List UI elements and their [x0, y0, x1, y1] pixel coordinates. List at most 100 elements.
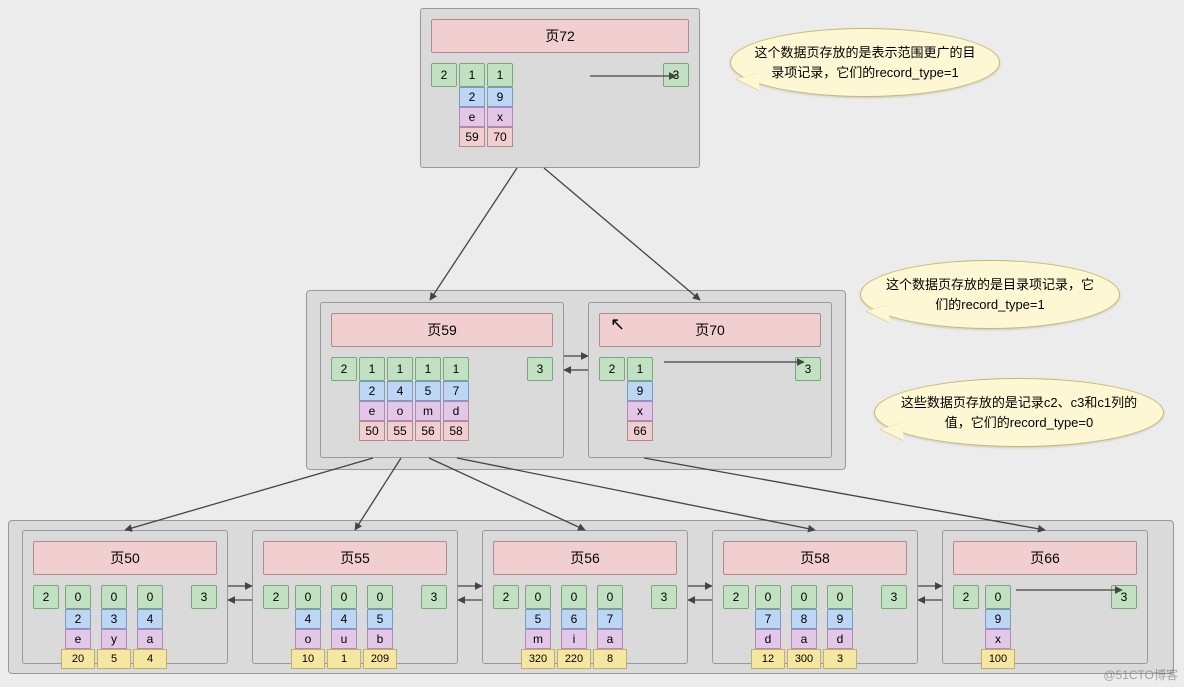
- c3-cell: d: [755, 629, 781, 649]
- head-cell: 3: [1111, 585, 1137, 609]
- c2-cell: 4: [295, 609, 321, 629]
- leaf-page-50: 页50 202e2003y504a43: [22, 530, 228, 664]
- slot-row: 204o1004u105b2093: [253, 585, 457, 679]
- c1-cell: 300: [787, 649, 821, 669]
- head-cell: 2: [431, 63, 457, 87]
- head-cell: 3: [795, 357, 821, 381]
- record-stack: 14o55: [387, 357, 413, 441]
- c3-cell: e: [459, 107, 485, 127]
- c2-cell: 5: [415, 381, 441, 401]
- head-cell: 3: [651, 585, 677, 609]
- c1-cell: 55: [387, 421, 413, 441]
- c2-cell: 8: [791, 609, 817, 629]
- leaf-page-55: 页55 204o1004u105b2093: [252, 530, 458, 664]
- slot-row: 202e2003y504a4 3: [23, 585, 227, 679]
- head-cell: 3: [421, 585, 447, 609]
- head-cell: 0: [65, 585, 91, 609]
- c3-cell: a: [137, 629, 163, 649]
- record-stack: 07a8: [593, 585, 627, 669]
- page-title: 页72: [431, 19, 689, 53]
- c2-cell: 2: [459, 87, 485, 107]
- page-title: 页55: [263, 541, 447, 575]
- head-cell: 2: [33, 585, 59, 609]
- slot-row: 207d1208a30009d33: [713, 585, 917, 679]
- head-cell: 0: [295, 585, 321, 609]
- callout-text: 这个数据页存放的是目录项记录，它们的record_type=1: [886, 277, 1094, 312]
- c1-cell: 209: [363, 649, 397, 669]
- c2-cell: 3: [101, 609, 127, 629]
- head-cell: 0: [755, 585, 781, 609]
- c2-cell: 9: [985, 609, 1011, 629]
- head-cell: 1: [387, 357, 413, 381]
- head-cell: 1: [359, 357, 385, 381]
- c2-cell: 7: [443, 381, 469, 401]
- cursor-icon: ↖: [610, 314, 625, 335]
- callout-3: 这些数据页存放的是记录c2、c3和c1列的值，它们的record_type=0: [874, 378, 1164, 447]
- head-cell: 0: [985, 585, 1011, 609]
- c3-cell: d: [827, 629, 853, 649]
- record-stack: 04u1: [327, 585, 361, 669]
- leaf-page-66: 页66 209x1003: [942, 530, 1148, 664]
- c2-cell: 5: [525, 609, 551, 629]
- c3-cell: e: [65, 629, 91, 649]
- head-cell: 2: [599, 357, 625, 381]
- c1-cell: 100: [981, 649, 1015, 669]
- c1-cell: 66: [627, 421, 653, 441]
- record-stack: 04a4: [133, 585, 167, 669]
- record-stack: 05m320: [521, 585, 555, 669]
- c1-cell: 58: [443, 421, 469, 441]
- c2-cell: 4: [387, 381, 413, 401]
- callout-text: 这个数据页存放的是表示范围更广的目录项记录，它们的record_type=1: [754, 45, 975, 80]
- head-cell: 2: [723, 585, 749, 609]
- head-cell: 2: [953, 585, 979, 609]
- slot-row: 205m32006i22007a8 3: [483, 585, 687, 679]
- c3-cell: d: [443, 401, 469, 421]
- c3-cell: i: [561, 629, 587, 649]
- c3-cell: a: [597, 629, 623, 649]
- c1-cell: 8: [593, 649, 627, 669]
- head-cell: 0: [101, 585, 127, 609]
- c3-cell: x: [487, 107, 513, 127]
- head-cell: 1: [459, 63, 485, 87]
- record-stack: 02e20: [61, 585, 95, 669]
- record-stack: 19x66: [627, 357, 653, 441]
- head-cell: 1: [443, 357, 469, 381]
- record-stack: 12e59: [459, 63, 485, 147]
- record-stack: 07d12: [751, 585, 785, 669]
- head-cell: 0: [597, 585, 623, 609]
- page-title: 页50: [33, 541, 217, 575]
- head-cell: 1: [627, 357, 653, 381]
- c1-cell: 10: [291, 649, 325, 669]
- c2-cell: 7: [597, 609, 623, 629]
- record-stack: 17d58: [443, 357, 469, 441]
- head-cell: 3: [881, 585, 907, 609]
- c1-cell: 3: [823, 649, 857, 669]
- head-cell: 1: [415, 357, 441, 381]
- head-cell: 0: [791, 585, 817, 609]
- head-cell: 0: [367, 585, 393, 609]
- head-cell: 3: [663, 63, 689, 87]
- c2-cell: 5: [367, 609, 393, 629]
- c3-cell: e: [359, 401, 385, 421]
- c3-cell: m: [525, 629, 551, 649]
- c2-cell: 4: [331, 609, 357, 629]
- head-cell: 0: [561, 585, 587, 609]
- head-cell: 0: [331, 585, 357, 609]
- c2-cell: 7: [755, 609, 781, 629]
- c2-cell: 9: [487, 87, 513, 107]
- c2-cell: 2: [359, 381, 385, 401]
- c1-cell: 4: [133, 649, 167, 669]
- page-title: 页56: [493, 541, 677, 575]
- c1-cell: 1: [327, 649, 361, 669]
- head-cell: 2: [493, 585, 519, 609]
- record-stack: 06i220: [557, 585, 591, 669]
- c3-cell: y: [101, 629, 127, 649]
- record-stack: 19x70: [487, 63, 513, 147]
- c1-cell: 50: [359, 421, 385, 441]
- leaf-page-56: 页56 205m32006i22007a83: [482, 530, 688, 664]
- c3-cell: m: [415, 401, 441, 421]
- record-stack: 03y5: [97, 585, 131, 669]
- slot-row: 219x66 3: [589, 357, 831, 451]
- slot-row: 212e5014o5515m5617d583: [321, 357, 563, 451]
- c3-cell: o: [295, 629, 321, 649]
